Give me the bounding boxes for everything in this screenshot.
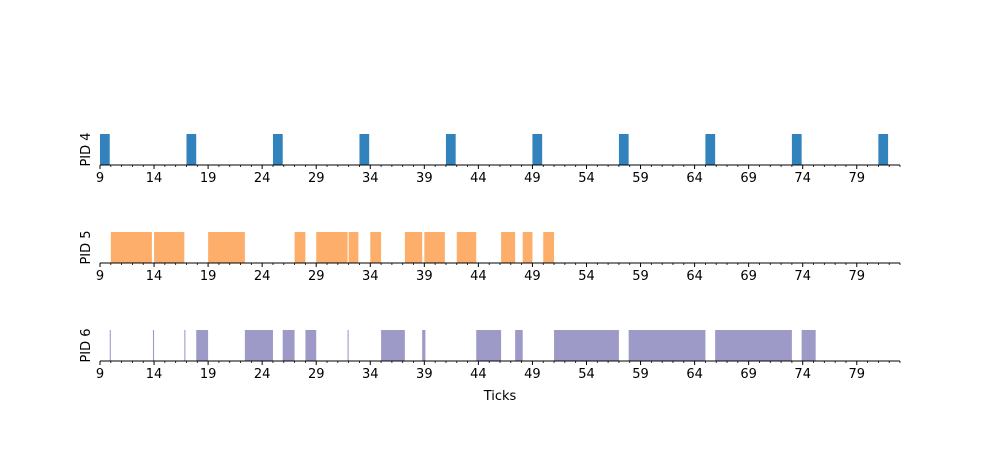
bar-pid-4-5 (532, 134, 543, 165)
panel-label: PID 6 (79, 328, 94, 362)
bar-pid-5-1 (154, 232, 185, 263)
bar-pid-4-7 (705, 134, 716, 165)
tick-label: 29 (308, 269, 325, 284)
tick-label: 54 (578, 367, 595, 382)
tick-label: 19 (200, 171, 217, 186)
bar-pid-6-3 (196, 330, 209, 361)
bar-pid-4-6 (618, 134, 629, 165)
tick-label: 24 (254, 367, 271, 382)
tick-label: 19 (200, 269, 217, 284)
bar-pid-5-0 (110, 232, 152, 263)
tick-label: 9 (96, 171, 104, 186)
tick-label: 14 (146, 367, 163, 382)
bar-pid-6-4 (244, 330, 273, 361)
bar-pid-6-2 (184, 330, 186, 361)
tick-label: 19 (200, 367, 217, 382)
bar-pid-4-8 (791, 134, 802, 165)
panel-label: PID 5 (79, 230, 94, 264)
tick-label: 29 (308, 367, 325, 382)
bar-pid-4-3 (359, 134, 370, 165)
tick-label: 79 (848, 367, 865, 382)
tick-label: 79 (848, 171, 865, 186)
tick-label: 44 (470, 269, 487, 284)
bar-pid-5-12 (543, 232, 555, 263)
tick-label: 9 (96, 367, 104, 382)
tick-label: 54 (578, 269, 595, 284)
tick-label: 49 (524, 367, 541, 382)
bar-pid-6-5 (282, 330, 295, 361)
tick-label: 44 (470, 171, 487, 186)
tick-label: 69 (740, 171, 757, 186)
tick-label: 64 (686, 171, 703, 186)
tick-label: 59 (632, 269, 649, 284)
tick-label: 74 (794, 171, 811, 186)
tick-label: 49 (524, 269, 541, 284)
tick-label: 64 (686, 269, 703, 284)
bar-pid-4-1 (186, 134, 197, 165)
bar-pid-6-1 (152, 330, 155, 361)
bar-pid-6-7 (347, 330, 349, 361)
tick-label: 79 (848, 269, 865, 284)
bar-pid-6-15 (801, 330, 816, 361)
bar-pid-4-4 (445, 134, 456, 165)
tick-label: 54 (578, 171, 595, 186)
tick-label: 39 (416, 171, 433, 186)
tick-label: 74 (794, 367, 811, 382)
bar-pid-6-6 (305, 330, 317, 361)
bar-pid-4-0 (100, 134, 110, 165)
bar-pid-4-9 (878, 134, 889, 165)
tick-label: 39 (416, 367, 433, 382)
bar-pid-5-9 (456, 232, 477, 263)
bar-pid-5-3 (294, 232, 306, 263)
tick-label: 14 (146, 171, 163, 186)
bar-pid-6-9 (422, 330, 426, 361)
bar-pid-6-8 (381, 330, 405, 361)
tick-label: 74 (794, 269, 811, 284)
bar-pid-5-10 (501, 232, 516, 263)
tick-label: 34 (362, 269, 379, 284)
bar-pid-5-8 (424, 232, 445, 263)
tick-label: 24 (254, 171, 271, 186)
tick-label: 9 (96, 269, 104, 284)
bar-pid-4-2 (272, 134, 283, 165)
tick-label: 39 (416, 269, 433, 284)
tick-label: 24 (254, 269, 271, 284)
tick-label: 44 (470, 367, 487, 382)
tick-label: 59 (632, 367, 649, 382)
bar-pid-5-2 (208, 232, 245, 263)
bar-pid-5-5 (348, 232, 359, 263)
panel-label: PID 4 (79, 132, 94, 166)
tick-label: 69 (740, 269, 757, 284)
bar-pid-5-7 (404, 232, 423, 263)
bar-pid-5-4 (316, 232, 348, 263)
bar-pid-6-0 (109, 330, 111, 361)
tick-label: 34 (362, 367, 379, 382)
tick-label: 59 (632, 171, 649, 186)
tick-label: 29 (308, 171, 325, 186)
bar-pid-6-10 (476, 330, 502, 361)
bar-pid-5-11 (522, 232, 533, 263)
tick-label: 14 (146, 269, 163, 284)
tick-label: 34 (362, 171, 379, 186)
tick-label: 64 (686, 367, 703, 382)
tick-label: 69 (740, 367, 757, 382)
bar-pid-6-12 (554, 330, 619, 361)
x-axis-label: Ticks (483, 389, 517, 404)
bar-pid-6-14 (715, 330, 792, 361)
tick-label: 49 (524, 171, 541, 186)
bar-pid-6-13 (628, 330, 706, 361)
bar-pid-5-6 (370, 232, 382, 263)
bar-pid-6-11 (515, 330, 523, 361)
